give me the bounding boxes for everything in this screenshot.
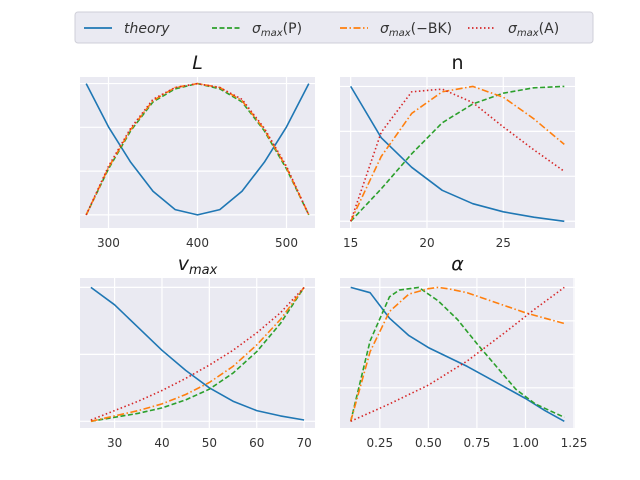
plot-area-alpha: [340, 278, 575, 428]
legend-label-sigmaBK: σmax(−BK): [380, 21, 452, 39]
series-line-theory-alpha: [350, 286, 565, 423]
series-line-sigmaA-alpha: [350, 286, 565, 423]
series-line-sigmaP-n: [350, 85, 565, 222]
x-tick-label: 0.25: [366, 436, 393, 450]
subplot-L: 300 400 500 L: [80, 52, 315, 250]
series-line-theory-vmax: [90, 286, 305, 421]
series-line-sigmaBK-L: [85, 82, 310, 216]
subplot-alpha: 0.25 0.50 0.75 1.00 1.25 α: [340, 253, 587, 450]
x-tick-label: 50: [202, 436, 217, 450]
legend-frame: [74, 11, 594, 44]
series-line-theory-n: [350, 85, 565, 223]
x-tick-label: 60: [249, 436, 264, 450]
legend: theory σmax(P) σmax(−BK) σmax(A): [74, 11, 594, 44]
series-line-sigmaA-vmax: [90, 286, 305, 421]
x-tick-label: 400: [186, 236, 209, 250]
plot-area-vmax: [80, 278, 315, 428]
x-tick-label: 20: [419, 236, 434, 250]
series-line-sigmaA-L: [85, 82, 310, 216]
legend-item-sigmaP: σmax(P): [212, 21, 302, 39]
x-tick-label: 70: [296, 436, 311, 450]
series-line-sigmaBK-vmax: [90, 286, 305, 423]
x-tick-label: 300: [97, 236, 120, 250]
x-tick-label: 40: [154, 436, 169, 450]
x-tick-label: 15: [343, 236, 358, 250]
subplot-title-vmax: vmax: [178, 253, 218, 278]
subplot-vmax: 30 40 50 60 70 vmax: [80, 253, 315, 450]
legend-label-sigmaA: σmax(A): [508, 21, 559, 39]
x-tick-label: 0.75: [464, 436, 491, 450]
legend-label-sigmaP: σmax(P): [252, 21, 302, 39]
x-tick-label: 0.50: [415, 436, 442, 450]
x-tick-label: 1.25: [561, 436, 588, 450]
x-tick-label: 25: [496, 236, 511, 250]
legend-item-theory: theory: [84, 21, 170, 37]
x-tick-label: 1.00: [512, 436, 539, 450]
subplot-title-n: n: [451, 52, 463, 74]
legend-item-sigmaA: σmax(A): [468, 21, 559, 39]
legend-item-sigmaBK: σmax(−BK): [340, 21, 452, 39]
plot-area-n: [340, 77, 575, 228]
x-tick-label: 30: [107, 436, 122, 450]
series-line-sigmaA-n: [349, 88, 565, 222]
subplot-n: 15 20 25 n: [340, 52, 575, 250]
series-line-theory-L: [85, 83, 310, 216]
series-line-sigmaP-alpha: [349, 286, 565, 422]
legend-label-theory: theory: [124, 21, 170, 37]
subplot-title-alpha: α: [451, 253, 464, 275]
subplot-title-L: L: [192, 52, 203, 74]
x-tick-label: 500: [275, 236, 298, 250]
series-line-sigmaBK-n: [349, 85, 565, 222]
